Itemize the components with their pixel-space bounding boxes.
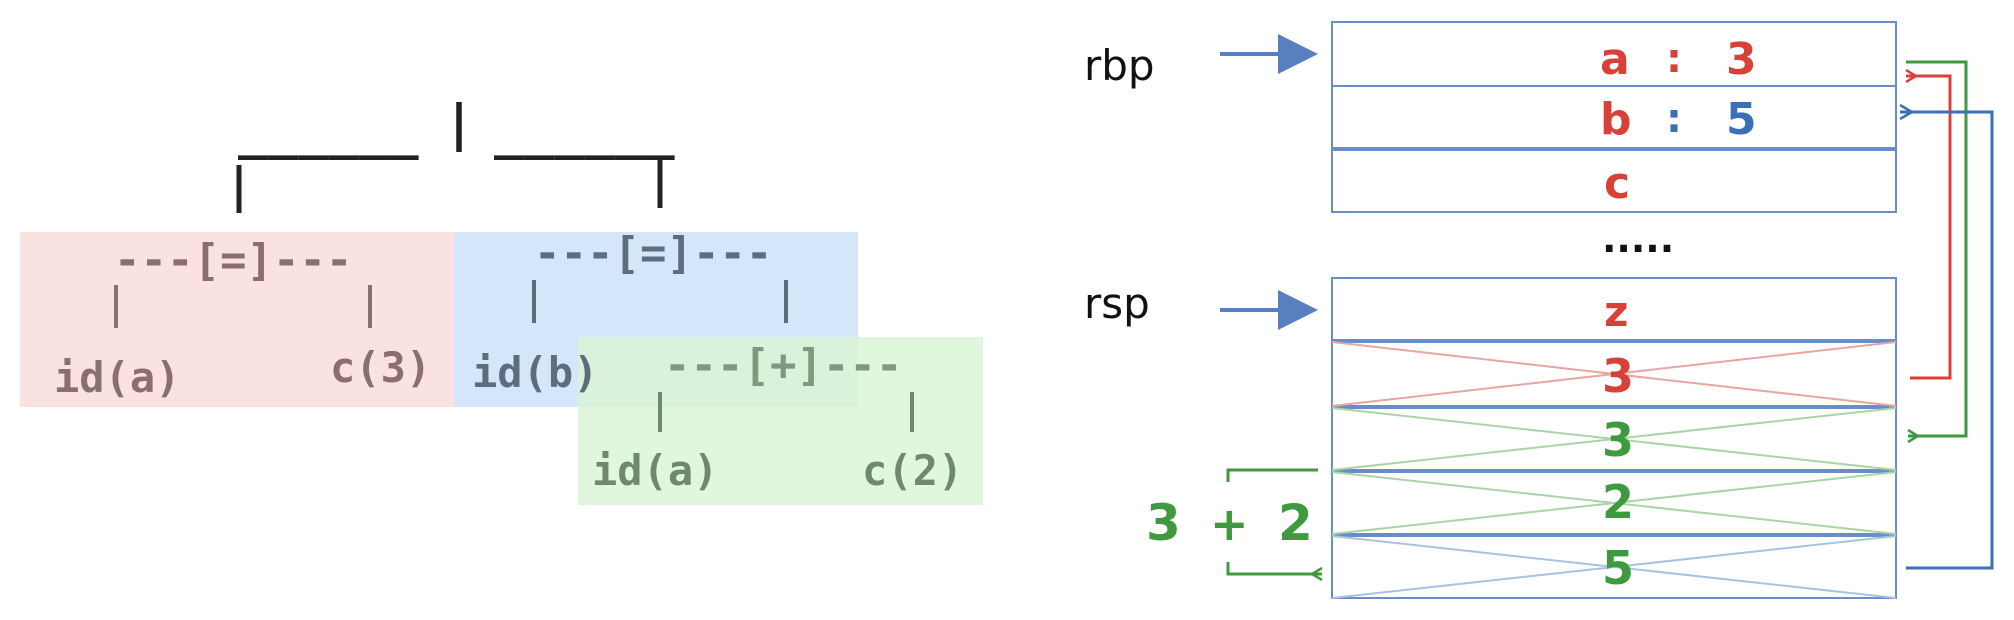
ast-tree: ______ | ______ ---[=]--- id(a) c(3) ---… xyxy=(20,94,983,505)
slot-b-value: 5 xyxy=(1726,94,1757,145)
add-left-child: id(a) xyxy=(592,446,718,495)
slot-temp-1-value: 3 xyxy=(1602,349,1634,403)
root-left-branch: ______ xyxy=(238,102,420,160)
slot-temp-4 xyxy=(1331,535,1897,599)
slot-b-name: b xyxy=(1600,94,1632,145)
cross-out-line xyxy=(1331,407,1897,471)
cross-out-line xyxy=(1331,535,1897,599)
slot-temp-3-value: 2 xyxy=(1602,475,1634,529)
slot-z xyxy=(1331,277,1897,341)
slot-temp-2-value: 3 xyxy=(1602,413,1634,467)
assign-a-region xyxy=(20,232,454,407)
root-right-branch: ______ xyxy=(494,102,676,160)
slot-temp-3 xyxy=(1331,471,1897,535)
result-arrow xyxy=(1226,562,1322,574)
add-right-child: c(2) xyxy=(862,446,963,495)
store-a-arrow xyxy=(1906,76,1952,380)
cross-out-line xyxy=(1331,471,1897,535)
expression-operand-a: 3 xyxy=(1146,494,1181,552)
rbp-label: rbp xyxy=(1084,41,1155,90)
slot-temp-2 xyxy=(1331,407,1897,471)
stack-ellipsis: ..... xyxy=(1602,217,1674,261)
slot-z-value: z xyxy=(1604,287,1628,336)
slot-a-sep: : xyxy=(1666,36,1682,82)
assign-a-label: ---[=]--- xyxy=(114,235,352,286)
expression-operator: + xyxy=(1210,497,1249,551)
assign-b-left-child: id(b) xyxy=(472,348,598,397)
assign-a-right-child: c(3) xyxy=(330,343,431,392)
rsp-label: rsp xyxy=(1084,279,1150,328)
slot-c-name: c xyxy=(1604,158,1630,209)
store-b-arrow xyxy=(1900,112,1994,570)
add-label: ---[+]--- xyxy=(664,340,902,391)
slot-c xyxy=(1331,149,1897,213)
cross-out-line xyxy=(1331,341,1897,407)
slot-temp-1 xyxy=(1331,341,1897,407)
expression-bracket xyxy=(1226,468,1318,482)
slot-a-name: a xyxy=(1600,34,1630,85)
add-region xyxy=(578,337,983,505)
stack-diagram: rbp rsp a : 3 b : 5 c ..... z 3 3 2 xyxy=(1084,21,1994,599)
assign-a-left-child: id(a) xyxy=(54,353,180,402)
slot-b xyxy=(1331,85,1897,149)
assign-b-label: ---[=]--- xyxy=(534,228,772,279)
slot-temp-4-value: 5 xyxy=(1602,541,1634,595)
root-bar: | xyxy=(444,94,474,152)
slot-a-value: 3 xyxy=(1726,34,1757,85)
load-a-arrow xyxy=(1906,60,1968,436)
expression-operand-b: 2 xyxy=(1278,494,1313,552)
slot-b-sep: : xyxy=(1666,96,1682,142)
